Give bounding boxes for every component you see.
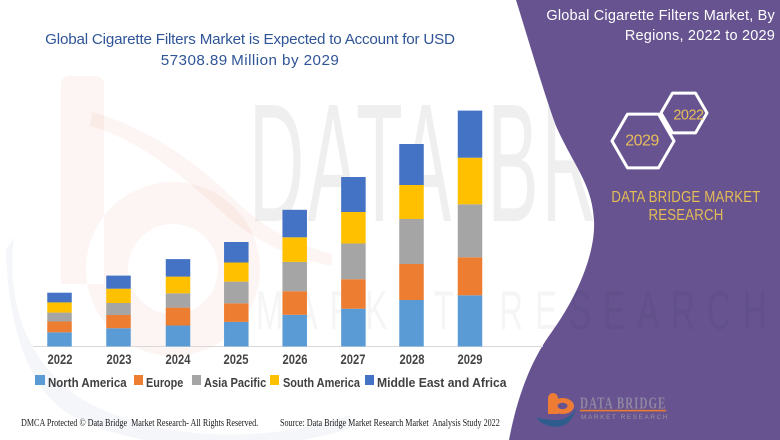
- svg-text:2022: 2022: [673, 108, 704, 124]
- svg-text:DATA BRIDGE: DATA BRIDGE: [580, 394, 666, 413]
- svg-text:2029: 2029: [625, 133, 659, 150]
- svg-text:MARKET RESEARCH: MARKET RESEARCH: [581, 414, 669, 421]
